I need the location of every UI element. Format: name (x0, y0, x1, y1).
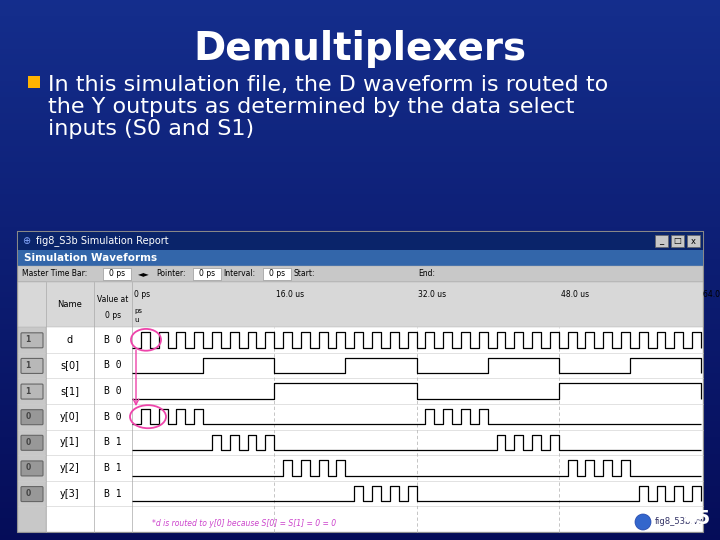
Bar (687, 235, 700, 247)
Text: x: x (691, 237, 696, 246)
Text: d: d (67, 335, 73, 345)
Text: y[3]: y[3] (60, 489, 80, 498)
Text: 0 ps: 0 ps (269, 269, 285, 279)
Text: B 0: B 0 (104, 360, 122, 370)
Bar (655, 235, 668, 247)
Text: B 0: B 0 (104, 386, 122, 396)
Text: Start:: Start: (293, 269, 315, 279)
Bar (671, 235, 684, 247)
Text: □: □ (674, 237, 681, 246)
Text: _: _ (660, 237, 664, 246)
FancyBboxPatch shape (21, 435, 43, 450)
Bar (18, 232, 703, 250)
FancyBboxPatch shape (21, 410, 43, 424)
Text: inputs (S0 and S1): inputs (S0 and S1) (48, 119, 254, 139)
Circle shape (635, 514, 651, 530)
Text: ◄►: ◄► (138, 269, 150, 279)
Text: B 0: B 0 (104, 335, 122, 345)
Bar (103, 268, 131, 280)
Text: fig8_53b.vwf: fig8_53b.vwf (655, 517, 709, 526)
Text: Name: Name (58, 300, 82, 309)
Text: 1: 1 (25, 335, 31, 345)
Bar (18, 266, 703, 282)
Text: B 1: B 1 (104, 437, 122, 447)
Text: B 1: B 1 (104, 489, 122, 498)
Text: s[1]: s[1] (60, 386, 79, 396)
Text: Interval:: Interval: (223, 269, 255, 279)
Text: 16.0 us: 16.0 us (276, 290, 305, 299)
Text: 45: 45 (683, 509, 710, 528)
FancyBboxPatch shape (21, 359, 43, 374)
Text: fig8_S3b Simulation Report: fig8_S3b Simulation Report (36, 235, 168, 246)
Text: 0: 0 (25, 463, 31, 472)
Text: Simulation Waveforms: Simulation Waveforms (24, 253, 157, 263)
Text: y[0]: y[0] (60, 411, 80, 422)
Text: y[1]: y[1] (60, 437, 80, 447)
Text: ⊕: ⊕ (22, 236, 30, 246)
FancyBboxPatch shape (21, 333, 43, 348)
Text: 1: 1 (25, 387, 31, 396)
FancyBboxPatch shape (21, 487, 43, 502)
Text: 0 ps: 0 ps (199, 269, 215, 279)
Text: B 1: B 1 (104, 463, 122, 473)
Bar (193, 268, 221, 280)
Text: Pointer:: Pointer: (156, 269, 186, 279)
Text: 1: 1 (25, 361, 31, 370)
Text: 0: 0 (25, 438, 31, 447)
Text: B 0: B 0 (104, 411, 122, 422)
Text: 0: 0 (25, 412, 31, 421)
Text: Master Time Bar:: Master Time Bar: (22, 269, 87, 279)
Text: 32.0 us: 32.0 us (418, 290, 446, 299)
Text: ps: ps (134, 308, 142, 314)
Bar (263, 268, 291, 280)
Text: 0 ps: 0 ps (109, 269, 125, 279)
Bar (18, 232, 703, 532)
Text: Demultiplexers: Demultiplexers (194, 30, 526, 68)
Text: 48.0 us: 48.0 us (561, 290, 589, 299)
Text: 64.0 us: 64.0 us (703, 290, 720, 299)
Text: 0 ps: 0 ps (134, 290, 150, 299)
Text: 0: 0 (25, 489, 31, 498)
Text: u: u (134, 317, 138, 323)
Bar (18, 250, 703, 266)
Text: Value at: Value at (97, 295, 129, 305)
Bar (28, 76, 40, 88)
Bar (18, 282, 703, 532)
FancyBboxPatch shape (21, 384, 43, 399)
FancyBboxPatch shape (21, 461, 43, 476)
Text: End:: End: (418, 269, 435, 279)
Text: y[2]: y[2] (60, 463, 80, 473)
Bar (18, 282, 703, 327)
Text: the Y outputs as determined by the data select: the Y outputs as determined by the data … (48, 97, 575, 117)
Text: s[0]: s[0] (60, 360, 79, 370)
Bar (18, 282, 46, 532)
Text: In this simulation file, the D waveform is routed to: In this simulation file, the D waveform … (48, 75, 608, 95)
Text: *d is routed to y[0] because S[0] = S[1] = 0 = 0: *d is routed to y[0] because S[0] = S[1]… (152, 518, 336, 528)
Text: 0 ps: 0 ps (105, 311, 121, 320)
